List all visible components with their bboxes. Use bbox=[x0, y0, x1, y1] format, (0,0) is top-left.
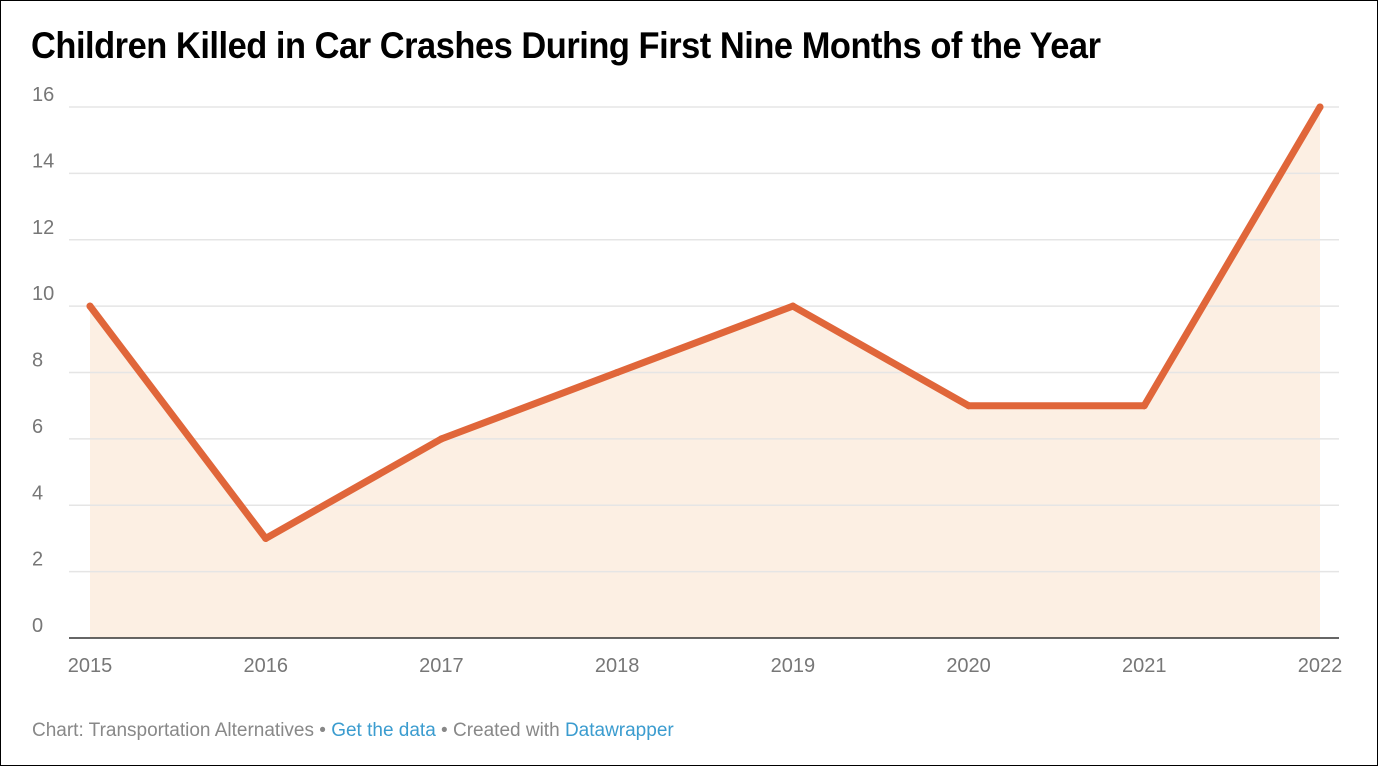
line-segment bbox=[437, 369, 621, 443]
line-segment bbox=[1140, 103, 1324, 410]
chart-title: Children Killed in Car Crashes During Fi… bbox=[31, 25, 1101, 66]
datawrapper-link[interactable]: Datawrapper bbox=[564, 720, 674, 741]
x-tick-label: 2015 bbox=[68, 655, 113, 677]
line-segment bbox=[613, 302, 797, 376]
line-segment bbox=[789, 302, 973, 410]
data-point bbox=[1316, 103, 1324, 111]
x-tick-label: 2022 bbox=[1298, 655, 1343, 677]
y-tick-label: 6 bbox=[32, 416, 43, 438]
line-segment bbox=[262, 435, 445, 542]
data-point bbox=[965, 402, 973, 410]
data-point bbox=[613, 369, 621, 376]
x-tick-label: 2017 bbox=[419, 655, 464, 677]
footer: Chart: Transportation Alternatives • Get… bbox=[32, 720, 674, 742]
x-tick-label: 2016 bbox=[243, 655, 288, 677]
y-tick-label: 0 bbox=[32, 615, 43, 637]
data-point bbox=[86, 302, 94, 310]
data-point bbox=[437, 435, 445, 443]
footer-created-with: • Created with bbox=[435, 720, 565, 741]
x-tick-label: 2019 bbox=[771, 655, 816, 677]
y-tick-label: 16 bbox=[32, 84, 54, 106]
x-tick-label: 2018 bbox=[595, 655, 640, 677]
y-tick-label: 8 bbox=[32, 350, 43, 372]
y-tick-label: 10 bbox=[32, 283, 54, 305]
data-point bbox=[789, 302, 797, 310]
y-tick-label: 4 bbox=[32, 482, 43, 504]
y-tick-label: 12 bbox=[32, 217, 54, 239]
data-point bbox=[1140, 402, 1148, 410]
data-point bbox=[262, 534, 270, 542]
y-tick-label: 2 bbox=[32, 549, 43, 571]
get-the-data-link[interactable]: Get the data bbox=[331, 720, 436, 741]
x-tick-label: 2021 bbox=[1122, 655, 1167, 677]
line-segment bbox=[86, 302, 270, 542]
footer-source: Chart: Transportation Alternatives bbox=[32, 720, 314, 741]
y-tick-label: 14 bbox=[32, 150, 54, 172]
footer-separator: • bbox=[313, 720, 332, 741]
x-tick-label: 2020 bbox=[946, 655, 991, 677]
